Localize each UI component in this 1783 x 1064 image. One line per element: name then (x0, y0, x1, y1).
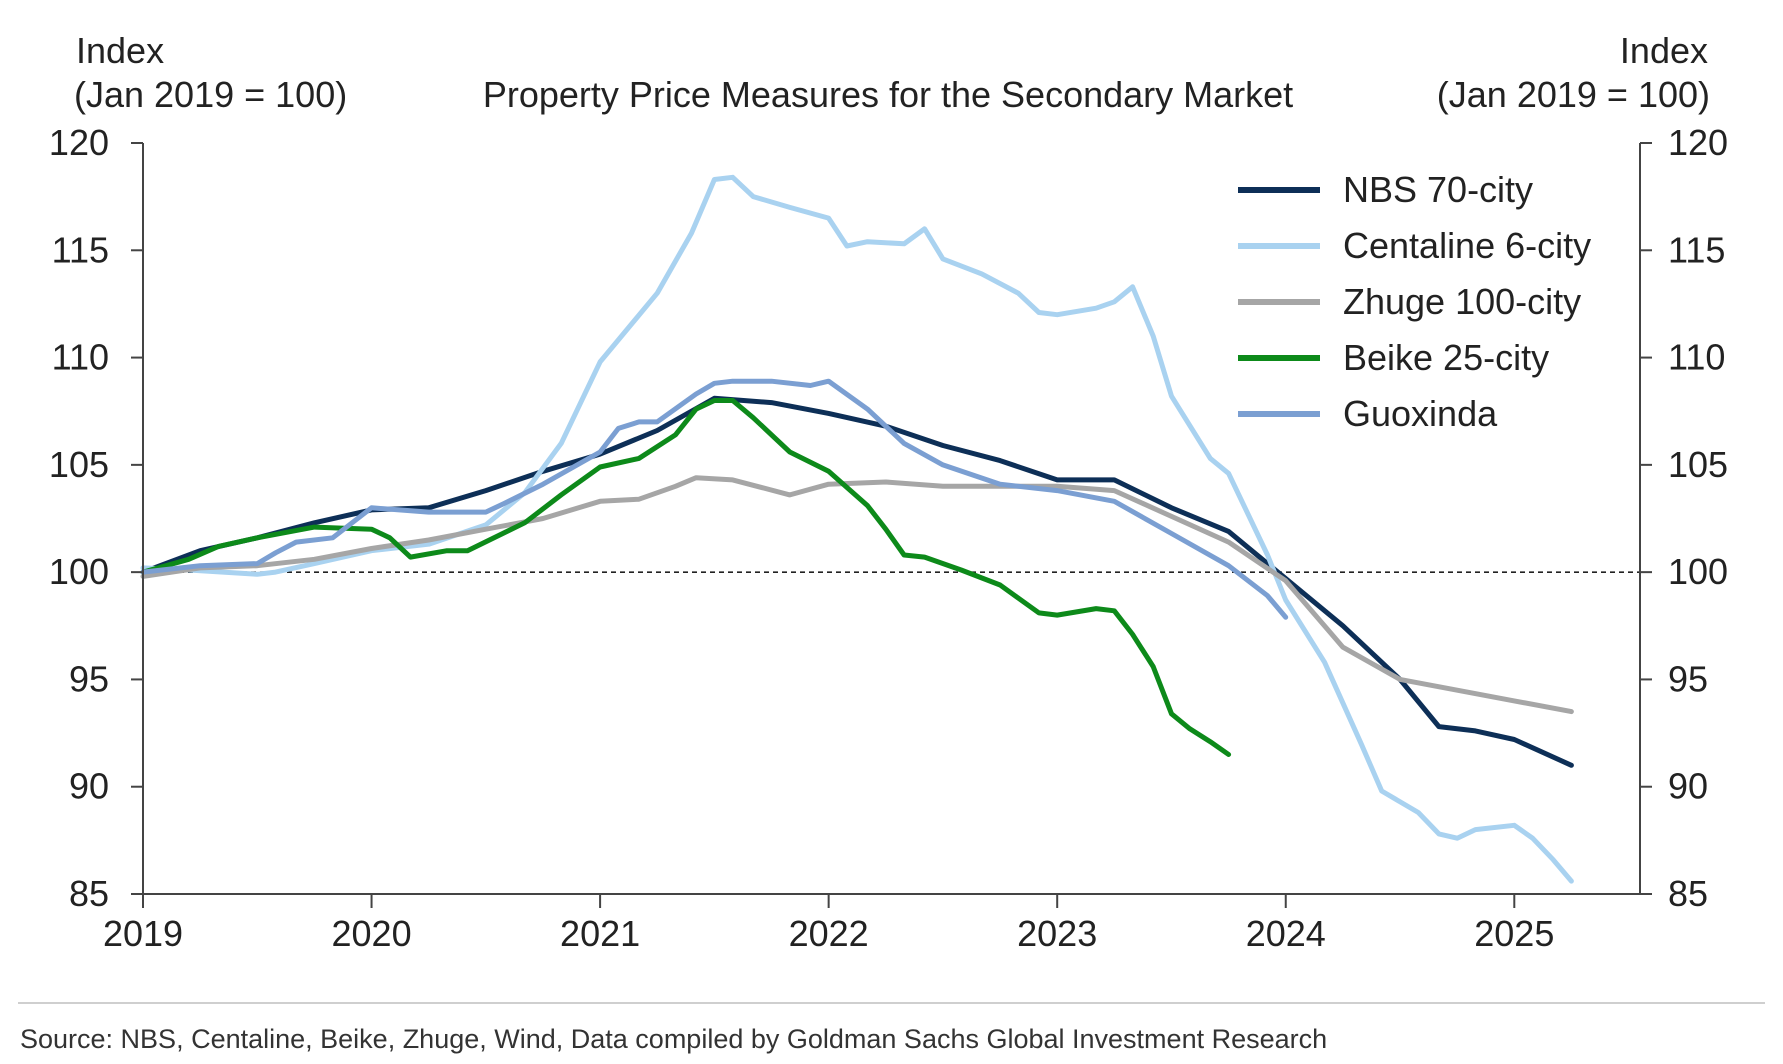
right-y-tick-label: 120 (1668, 122, 1728, 163)
right-y-tick-label: 95 (1668, 658, 1708, 699)
left-y-tick-label: 95 (69, 658, 109, 699)
right-y-tick-label: 105 (1668, 444, 1728, 485)
source-note: Source: NBS, Centaline, Beike, Zhuge, Wi… (20, 1024, 1327, 1054)
chart-title: Property Price Measures for the Secondar… (483, 74, 1293, 115)
series-line-centaline-6-city (140, 174, 1574, 884)
x-tick-label: 2023 (1017, 913, 1097, 954)
right-y-tick-label: 110 (1668, 337, 1725, 378)
right-axis-title-line2: (Jan 2019 = 100) (1437, 74, 1710, 115)
series-line-guoxinda (140, 378, 1289, 620)
right-y-tick-label: 90 (1668, 766, 1708, 807)
right-axis-title-line1: Index (1620, 30, 1708, 71)
legend: NBS 70-city Centaline 6-city Zhuge 100-cit… (1238, 169, 1591, 434)
series-line-beike-25-city (140, 398, 1232, 757)
series-line-nbs-70-city (140, 395, 1574, 768)
left-y-tick-label: 100 (49, 551, 109, 592)
left-y-tick-label: 85 (69, 873, 109, 914)
legend-label: NBS 70-city (1343, 169, 1533, 210)
legend-label: Centaline 6-city (1343, 225, 1591, 266)
left-y-tick-label: 110 (52, 337, 109, 378)
right-y-tick-label: 85 (1668, 873, 1708, 914)
left-axis-title-line2: (Jan 2019 = 100) (74, 74, 347, 115)
legend-label: Beike 25-city (1343, 337, 1549, 378)
x-tick-label: 2025 (1474, 913, 1554, 954)
x-tick-label: 2022 (789, 913, 869, 954)
x-tick-label: 2019 (103, 913, 183, 954)
legend-label: Guoxinda (1343, 393, 1498, 434)
x-tick-label: 2021 (560, 913, 640, 954)
left-y-tick-label: 105 (49, 444, 109, 485)
left-y-tick-label: 120 (49, 122, 109, 163)
left-y-tick-label: 90 (69, 766, 109, 807)
right-y-tick-label: 115 (1668, 229, 1725, 270)
x-tick-label: 2020 (332, 913, 412, 954)
right-y-tick-label: 100 (1668, 551, 1728, 592)
left-axis-title-line1: Index (76, 30, 164, 71)
x-tick-label: 2024 (1246, 913, 1326, 954)
legend-label: Zhuge 100-city (1343, 281, 1581, 322)
left-y-tick-label: 115 (52, 229, 109, 270)
